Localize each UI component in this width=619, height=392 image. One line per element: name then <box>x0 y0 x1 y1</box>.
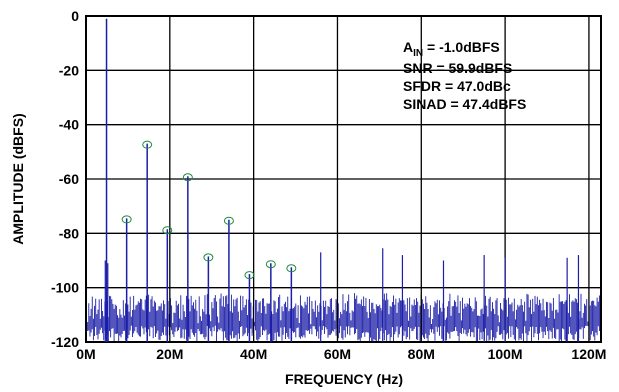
harmonic-marker <box>142 140 153 149</box>
x-axis-label: FREQUENCY (Hz) <box>285 371 403 387</box>
y-tick-label: -20 <box>59 62 79 78</box>
harmonic-markers <box>121 140 297 280</box>
sfdr-label: SFDR = 47.0dBc <box>403 78 511 94</box>
x-tick-label: 100M <box>488 346 523 362</box>
ain-label: AIN = -1.0dBFS <box>403 39 500 59</box>
x-tick-label: 80M <box>408 346 435 362</box>
harmonic-marker <box>223 216 234 225</box>
ain-value: = -1.0dBFS <box>423 39 500 55</box>
spurs <box>104 248 580 342</box>
harmonics <box>105 18 293 342</box>
y-axis-label: AMPLITUDE (dBFS) <box>10 113 26 244</box>
harmonic-marker <box>286 264 297 273</box>
ain-main: A <box>403 39 413 55</box>
x-tick-label: 20M <box>156 346 183 362</box>
noise-trace <box>86 293 601 342</box>
noise-floor-trace <box>86 293 601 342</box>
plot-frame <box>85 15 602 343</box>
harmonic-marker <box>265 260 276 269</box>
y-tick-label: -120 <box>51 334 79 350</box>
harmonic-marker <box>203 253 214 262</box>
y-tick-label: 0 <box>71 8 79 24</box>
stats-annotation: AIN = -1.0dBFS SNR = 59.9dBFS SFDR = 47.… <box>403 39 526 112</box>
harmonic-marker <box>244 271 255 280</box>
y-tick-label: -40 <box>59 117 79 133</box>
snr-label: SNR = 59.9dBFS <box>403 60 512 76</box>
y-tick-label: -80 <box>59 225 79 241</box>
y-tick-label: -100 <box>51 280 79 296</box>
harmonic-marker <box>162 226 173 235</box>
sinad-label: SINAD = 47.4dBFS <box>403 96 526 112</box>
x-tick-label: 40M <box>240 346 267 362</box>
harmonic-marker <box>182 173 193 182</box>
x-tick-label: 120M <box>571 346 606 362</box>
x-tick-label: 0M <box>76 346 95 362</box>
x-tick-label: 60M <box>324 346 351 362</box>
ain-subscript: IN <box>413 48 423 59</box>
y-tick-label: -60 <box>59 171 79 187</box>
harmonic-marker <box>121 215 132 224</box>
grid <box>85 15 602 343</box>
